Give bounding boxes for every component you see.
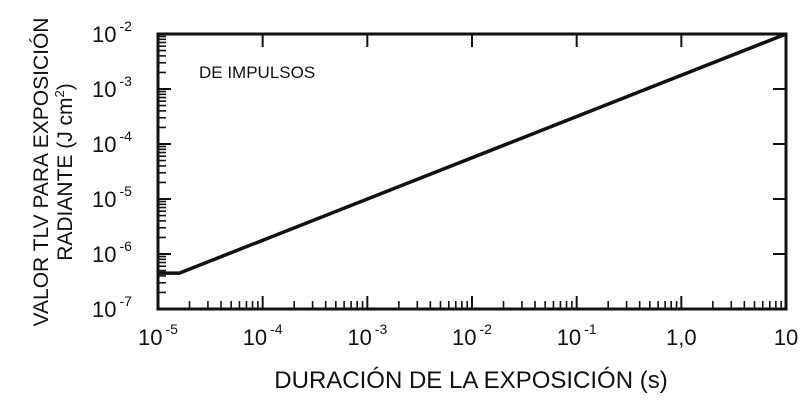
x-tick-label-1: 10 -4 <box>243 321 283 350</box>
y-axis-title-line2-end: ) <box>54 83 77 90</box>
y-tick-label-base: 10 <box>92 22 116 47</box>
y-tick-label-4: 10 -3 <box>92 73 132 102</box>
x-tick-label-exp: -2 <box>480 321 493 337</box>
annotation-de-impulsos: DE IMPULSOS <box>199 63 315 82</box>
x-tick-label-5: 1,0 <box>666 325 697 350</box>
x-tick-label-base: 10 <box>243 325 267 350</box>
x-tick-label-base: 10 <box>347 325 371 350</box>
x-tick-label-exp: -3 <box>375 321 388 337</box>
x-tick-labels: 10 -5 10 -4 10 -3 10 -2 10 -1 1,0 10 <box>138 321 798 350</box>
y-tick-label-0: 10 -7 <box>92 293 132 322</box>
y-axis-title-line1: VALOR TLV PARA EXPOSICIÓN <box>30 18 53 327</box>
y-axis-title-line2-main: RADIANTE (J cm <box>54 97 77 260</box>
x-tick-label-2: 10 -3 <box>347 321 387 350</box>
plot-frame <box>156 32 788 311</box>
x-tick-label-base: 10 <box>557 325 581 350</box>
y-tick-label-3: 10 -4 <box>92 128 132 157</box>
x-tick-label-base: 10 <box>452 325 476 350</box>
y-tick-label-base: 10 <box>92 77 116 102</box>
y-tick-labels: 10-710-610-510-410-310-2 <box>92 18 132 322</box>
x-tick-label-exp: -4 <box>270 321 283 337</box>
y-tick-label-base: 10 <box>92 297 116 322</box>
x-tick-label-base: 10 <box>138 325 162 350</box>
y-tick-label-exp: -2 <box>119 18 132 34</box>
y-tick-label-base: 10 <box>92 242 116 267</box>
y-tick-label-base: 10 <box>92 187 116 212</box>
x-tick-label-3: 10 -2 <box>452 321 492 350</box>
y-tick-label-exp: -3 <box>119 73 132 89</box>
y-tick-label-exp: -5 <box>119 183 132 199</box>
y-tick-label-base: 10 <box>92 132 116 157</box>
y-tick-label-2: 10 -5 <box>92 183 132 212</box>
x-tick-label-exp: -5 <box>166 321 179 337</box>
x-tick-label-0: 10 -5 <box>138 321 178 350</box>
x-tick-label-base: 1,0 <box>666 325 697 350</box>
y-axis-title: VALOR TLV PARA EXPOSICIÓN RADIANTE (J cm… <box>30 18 77 327</box>
y-axis-title-line2: RADIANTE (J cm2) <box>52 83 77 261</box>
y-tick-label-1: 10 -6 <box>92 238 132 267</box>
series-line-tlv <box>158 32 787 275</box>
y-tick-label-exp: -7 <box>119 293 132 309</box>
x-tick-label-base: 10 <box>774 325 798 350</box>
y-tick-label-5: 10 -2 <box>92 18 132 47</box>
y-tick-label-exp: -4 <box>119 128 132 144</box>
x-tick-label-6: 10 <box>774 325 798 350</box>
y-axis-title-line2-sup: 2 <box>52 90 67 97</box>
x-tick-label-4: 10 -1 <box>557 321 597 350</box>
y-tick-label-exp: -6 <box>119 238 132 254</box>
x-tick-label-exp: -1 <box>584 321 597 337</box>
x-axis-title: DURACIÓN DE LA EXPOSICIÓN (s) <box>274 367 667 394</box>
